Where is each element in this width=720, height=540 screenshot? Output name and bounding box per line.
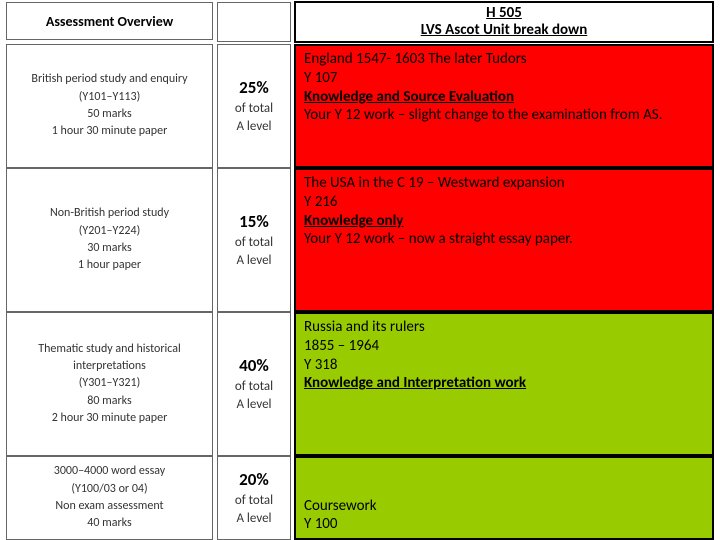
detail-cell: Russia and its rulers 1855 – 1964 Y 318 …	[294, 312, 714, 456]
row-non-british: Non-British period study (Y201–Y224) 30 …	[0, 168, 720, 312]
detail-cell: England 1547- 1603 The later Tudors Y 10…	[294, 44, 714, 168]
pct-value: 20%	[239, 468, 269, 492]
pct-cell: 25% of total A level	[217, 44, 291, 168]
pct-line2: A level	[236, 252, 271, 270]
assessment-overview-header: Assessment Overview	[6, 2, 213, 40]
detail-line3: Y 318	[304, 356, 704, 375]
detail-line2: Y 100	[304, 515, 704, 534]
unit-duration: 40 marks	[87, 515, 131, 532]
unit-title: 3000–4000 word essay	[54, 463, 166, 480]
detail-cell: The USA in the C 19 – Westward expansion…	[294, 168, 714, 312]
header-line1: H 505	[486, 5, 522, 22]
header-line2: LVS Ascot Unit break down	[421, 22, 588, 39]
assessment-cell: British period study and enquiry (Y101–Y…	[6, 44, 213, 168]
pct-line1: of total	[235, 100, 273, 118]
pct-line1: of total	[235, 234, 273, 252]
unit-codes: (Y101–Y113)	[79, 89, 140, 106]
assessment-cell: Non-British period study (Y201–Y224) 30 …	[6, 168, 213, 312]
pct-cell: 40% of total A level	[217, 312, 291, 456]
detail-line1: The USA in the C 19 – Westward expansion	[304, 174, 704, 193]
unit-duration: 1 hour 30 minute paper	[52, 123, 168, 140]
pct-value: 15%	[239, 210, 269, 234]
pct-cell: 20% of total A level	[217, 456, 291, 540]
detail-line4: Knowledge and Interpretation work	[304, 374, 704, 393]
pct-line2: A level	[236, 396, 271, 414]
detail-line4: Your Y 12 work – now a straight essay pa…	[304, 230, 704, 249]
detail-line1: England 1547- 1603 The later Tudors	[304, 50, 704, 69]
pct-line2: A level	[236, 118, 271, 136]
pct-value: 40%	[239, 354, 269, 378]
unit-title: British period study and enquiry	[31, 71, 187, 88]
unit-title: Thematic study and historical interpreta…	[9, 341, 210, 376]
header-row: Assessment Overview H 505 LVS Ascot Unit…	[0, 0, 720, 44]
row-thematic: Thematic study and historical interpreta…	[0, 312, 720, 456]
pct-value: 25%	[239, 76, 269, 100]
assessment-cell: Thematic study and historical interpreta…	[6, 312, 213, 456]
detail-line1: Russia and its rulers	[304, 318, 704, 337]
detail-cell: Coursework Y 100	[294, 456, 714, 540]
pct-header-empty	[217, 2, 291, 42]
unit-duration: 2 hour 30 minute paper	[52, 410, 168, 427]
unit-marks: 50 marks	[87, 106, 131, 123]
unit-marks: 30 marks	[87, 240, 131, 257]
page: Assessment Overview H 505 LVS Ascot Unit…	[0, 0, 720, 540]
pct-line2: A level	[236, 510, 271, 528]
unit-codes: (Y301–Y321)	[79, 375, 140, 392]
detail-line1: Coursework	[304, 497, 704, 516]
row-essay: 3000–4000 word essay (Y100/03 or 04) Non…	[0, 456, 720, 540]
pct-line1: of total	[235, 378, 273, 396]
unit-codes: (Y100/03 or 04)	[71, 481, 147, 498]
assessment-cell: 3000–4000 word essay (Y100/03 or 04) Non…	[6, 456, 213, 540]
unit-codes: (Y201–Y224)	[79, 223, 140, 240]
pct-cell: 15% of total A level	[217, 168, 291, 312]
detail-line2: 1855 – 1964	[304, 337, 704, 356]
body-rows: British period study and enquiry (Y101–Y…	[0, 44, 720, 540]
detail-line2: Y 107	[304, 69, 704, 88]
detail-line4: Your Y 12 work – slight change to the ex…	[304, 106, 704, 125]
unit-duration: 1 hour paper	[78, 257, 141, 274]
unit-marks: Non exam assessment	[55, 498, 163, 515]
unit-title: Non-British period study	[50, 205, 169, 222]
detail-line3: Knowledge only	[304, 212, 704, 231]
pct-line1: of total	[235, 492, 273, 510]
unit-marks: 80 marks	[87, 393, 131, 410]
unit-breakdown-header: H 505 LVS Ascot Unit break down	[294, 1, 714, 43]
detail-line2: Y 216	[304, 193, 704, 212]
row-british-period: British period study and enquiry (Y101–Y…	[0, 44, 720, 168]
detail-line3: Knowledge and Source Evaluation	[304, 88, 704, 107]
